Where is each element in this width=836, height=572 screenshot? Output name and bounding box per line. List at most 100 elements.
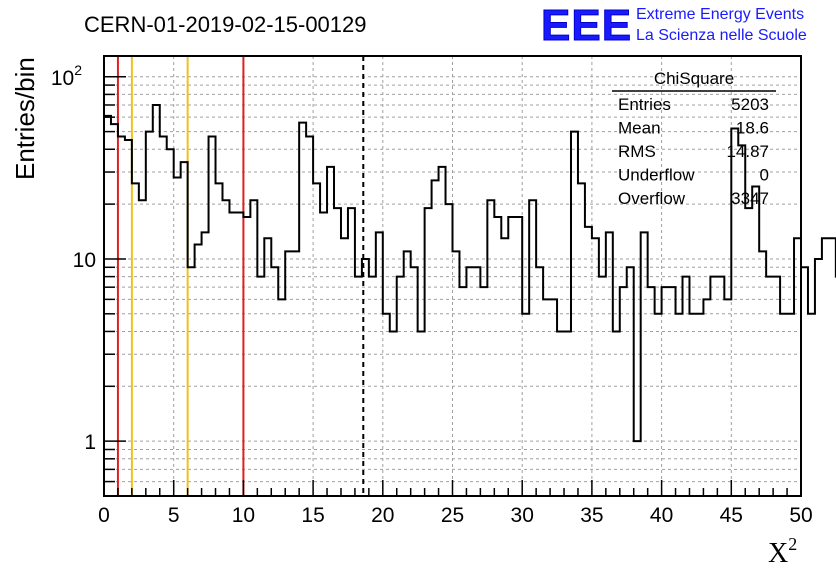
histogram-bin bbox=[453, 251, 460, 496]
histogram-bin bbox=[696, 314, 703, 496]
x-tick-label: 10 bbox=[232, 504, 255, 527]
stats-row-label: Mean bbox=[618, 119, 661, 138]
eee-logo: EEE Extreme Energy Events La Scienza nel… bbox=[541, 1, 807, 51]
histogram-bin bbox=[146, 132, 153, 496]
histogram-bin bbox=[174, 177, 181, 496]
histogram-bin bbox=[188, 267, 195, 496]
histogram-bin bbox=[320, 212, 327, 496]
histogram-bin bbox=[202, 232, 209, 496]
histogram-bin bbox=[522, 314, 529, 496]
histogram-bin bbox=[411, 267, 418, 496]
histogram-bin bbox=[418, 331, 425, 496]
histogram-bin bbox=[564, 331, 571, 496]
histogram-bin bbox=[676, 314, 683, 496]
stats-row-label: RMS bbox=[618, 142, 656, 161]
stats-row-value: 5203 bbox=[731, 95, 769, 114]
histogram-bin bbox=[222, 200, 229, 496]
x-axis-title-base: X bbox=[768, 538, 788, 569]
histogram-bin bbox=[432, 180, 439, 496]
histogram-bin bbox=[216, 183, 223, 496]
histogram-bin bbox=[815, 259, 822, 496]
x-tick-label: 45 bbox=[720, 504, 743, 527]
x-tick-label: 50 bbox=[789, 504, 812, 527]
histogram-bin bbox=[125, 140, 132, 496]
y-tick-label-base: 1 bbox=[84, 431, 96, 454]
histogram-bin bbox=[717, 277, 724, 496]
histogram-bin bbox=[355, 277, 362, 496]
eee-logo-line2: La Scienza nelle Scuole bbox=[636, 27, 807, 44]
histogram-bin bbox=[334, 208, 341, 496]
histogram-bin bbox=[195, 245, 202, 496]
histogram-bin bbox=[341, 238, 348, 496]
y-tick-label: 1 bbox=[84, 431, 96, 454]
stats-row-value: 18.6 bbox=[736, 119, 769, 138]
histogram-bin bbox=[724, 299, 731, 496]
histogram-bin bbox=[627, 267, 634, 496]
histogram-bin bbox=[153, 105, 160, 496]
histogram-bin bbox=[731, 129, 738, 496]
histogram-bin bbox=[794, 238, 801, 496]
histogram-bin bbox=[536, 267, 543, 496]
histogram-bin bbox=[278, 299, 285, 496]
histogram-bin bbox=[822, 238, 829, 496]
stats-box-rows: Entries 5203 Mean 18.6 RMS 14.87 Underflow 0 Ove… bbox=[618, 95, 769, 208]
stats-row-label: Underflow bbox=[618, 166, 695, 185]
y-tick-label-superscript: 2 bbox=[74, 62, 82, 78]
stats-row-value: 0 bbox=[760, 166, 769, 185]
histogram-bin bbox=[613, 331, 620, 496]
histogram-bin bbox=[264, 238, 271, 496]
chart-title: CERN-01-2019-02-15-00129 bbox=[84, 12, 367, 37]
histogram-bin bbox=[404, 251, 411, 496]
stats-row-value: 3347 bbox=[731, 189, 769, 208]
histogram-bin bbox=[494, 217, 501, 496]
histogram-bin bbox=[669, 287, 676, 496]
y-tick-label: 102 bbox=[51, 62, 82, 90]
histogram-bin bbox=[132, 183, 139, 496]
stats-row-label: Entries bbox=[618, 95, 671, 114]
histogram-bin bbox=[766, 277, 773, 496]
histogram-bin bbox=[655, 314, 662, 496]
histogram-bin bbox=[480, 287, 487, 496]
histogram-bin bbox=[271, 267, 278, 496]
histogram-bin bbox=[578, 183, 585, 496]
histogram-bin bbox=[376, 232, 383, 496]
histogram-bin bbox=[801, 267, 808, 496]
x-tick-label: 35 bbox=[580, 504, 603, 527]
axis-ticks-layer bbox=[103, 76, 802, 497]
histogram-bin bbox=[292, 251, 299, 496]
histogram-bin bbox=[118, 137, 125, 496]
histogram-bin bbox=[703, 299, 710, 496]
histogram-bin bbox=[104, 116, 111, 496]
histogram-bin bbox=[243, 217, 250, 496]
histogram-bin bbox=[710, 277, 717, 496]
histogram-bin bbox=[759, 251, 766, 496]
x-tick-label: 5 bbox=[168, 504, 180, 527]
histogram-bin bbox=[592, 238, 599, 496]
histogram-bin bbox=[327, 167, 334, 496]
histogram-bin bbox=[515, 217, 522, 496]
histogram-bin bbox=[550, 299, 557, 496]
histogram-bin bbox=[543, 299, 550, 496]
histogram-bin bbox=[285, 251, 292, 496]
histogram-bin bbox=[466, 267, 473, 496]
histogram-bin bbox=[683, 277, 690, 496]
histogram-bin bbox=[599, 277, 606, 496]
histogram-bin bbox=[529, 200, 536, 496]
histogram-bin bbox=[306, 137, 313, 496]
histogram-bin bbox=[473, 267, 480, 496]
histogram-bin bbox=[439, 167, 446, 496]
histogram-bin bbox=[390, 331, 397, 496]
stats-row-label: Overflow bbox=[618, 189, 686, 208]
histogram-bin bbox=[459, 287, 466, 496]
histogram-bin bbox=[780, 314, 787, 496]
histogram-bin bbox=[111, 124, 118, 496]
histogram-bin bbox=[313, 183, 320, 496]
histogram-bin bbox=[689, 314, 696, 496]
histogram-bin bbox=[571, 132, 578, 496]
histogram-bin bbox=[641, 232, 648, 496]
histogram-bin bbox=[829, 238, 836, 496]
vertical-lines-layer bbox=[116, 56, 365, 496]
histogram-bin bbox=[787, 314, 794, 496]
histogram-bin bbox=[299, 123, 306, 496]
